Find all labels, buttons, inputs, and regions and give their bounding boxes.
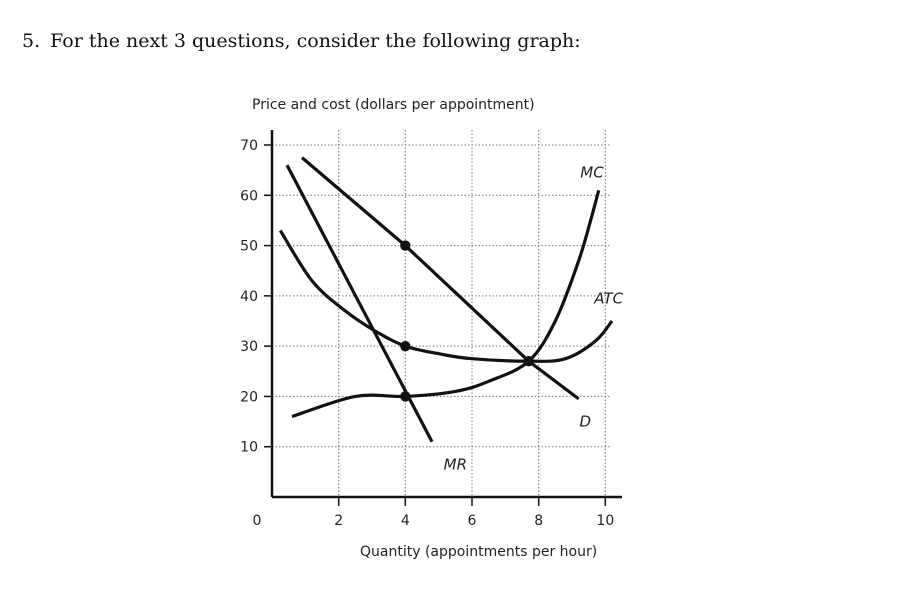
x-tick-label-2: 2 xyxy=(334,513,343,529)
point-marker-4 xyxy=(523,356,534,367)
y-tick-label-20: 20 xyxy=(240,389,258,405)
atc-label: ATC xyxy=(593,289,623,307)
question-body: For the next 3 questions, consider the f… xyxy=(50,30,581,52)
x-tick-label-0: 0 xyxy=(253,513,262,529)
x-tick-label-8: 8 xyxy=(534,513,543,529)
atc-curve xyxy=(278,229,614,363)
d-curve xyxy=(300,156,580,401)
mr-label: MR xyxy=(444,455,467,473)
point-marker-3 xyxy=(400,391,411,402)
y-tick-label-10: 10 xyxy=(240,440,258,456)
d-label: D xyxy=(580,413,592,431)
y-axis-label: Price and cost (dollars per appointment) xyxy=(252,97,535,113)
point-marker-2 xyxy=(400,340,411,352)
ticks: 10 20 30 40 50 60 70 0 2 4 6 8 10 xyxy=(240,138,614,529)
x-tick-label-10: 10 xyxy=(596,513,614,529)
mc-label: MC xyxy=(580,164,604,182)
y-tick-label-50: 50 xyxy=(240,239,258,255)
y-tick-label-60: 60 xyxy=(240,188,258,204)
y-tick-label-70: 70 xyxy=(240,138,258,154)
question-number: 5. xyxy=(22,30,41,52)
series-labels: D MR MC ATC xyxy=(444,164,624,474)
question-text: 5. For the next 3 questions, consider the… xyxy=(22,30,581,52)
x-tick-label-4: 4 xyxy=(401,513,410,529)
y-tick-label-30: 30 xyxy=(240,339,258,355)
y-tick-label-40: 40 xyxy=(240,289,258,305)
point-marker-1 xyxy=(400,240,411,251)
mc-curve xyxy=(291,189,601,419)
x-tick-label-6: 6 xyxy=(468,513,477,529)
x-axis-label: Quantity (appointments per hour) xyxy=(360,544,597,560)
points xyxy=(400,240,534,402)
axes xyxy=(270,130,622,499)
curves xyxy=(278,156,614,443)
